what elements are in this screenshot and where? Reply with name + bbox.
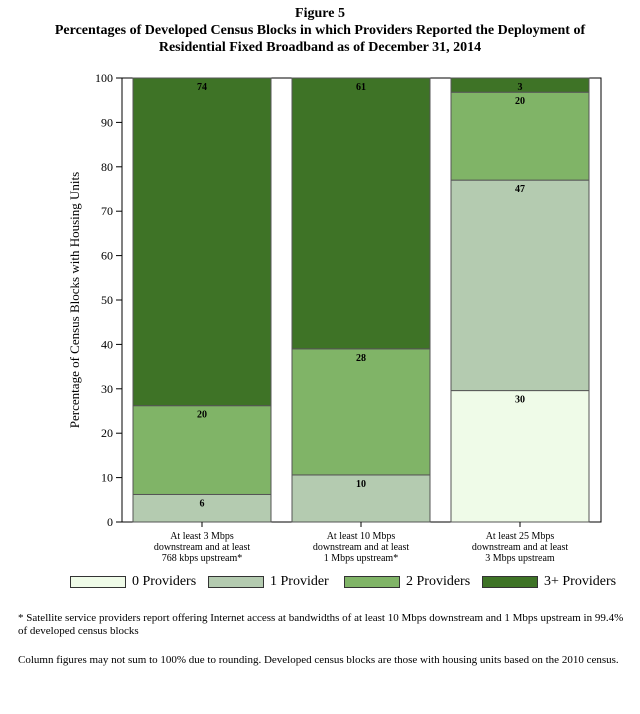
y-tick-label-40: 40 [101, 337, 113, 351]
x-tick-label-cat0-line1: downstream and at least [154, 542, 251, 553]
x-tick-label-cat2-line2: 3 Mbps upstream [485, 553, 555, 564]
x-tick-label-cat1-line1: downstream and at least [313, 542, 410, 553]
legend-swatch-0-providers [70, 576, 126, 588]
legend-label-1-provider: 1 Provider [270, 574, 329, 589]
legend-label-0-providers: 0 Providers [132, 574, 197, 589]
bar-segment-1-provider-cat1 [291, 474, 431, 523]
legend-swatch-3plus-providers [482, 576, 538, 588]
bar-segment-3-providers-cat2 [450, 77, 590, 93]
data-label-cat1-s2: 28 [356, 353, 366, 364]
data-label-cat1-s1: 10 [356, 479, 366, 490]
footnote-rounding: Column figures may not sum to 100% due t… [18, 654, 619, 666]
legend-item-2-providers: 2 Providers [344, 574, 470, 590]
y-tick-label-10: 10 [101, 471, 113, 485]
y-tick-label-80: 80 [101, 160, 113, 174]
x-tick-label-cat0-line0: At least 3 Mbps [170, 531, 234, 542]
legend-label-2-providers: 2 Providers [406, 574, 471, 589]
data-label-cat2-s0: 30 [515, 395, 525, 406]
x-tick-label-cat0-line2: 768 kbps upstream* [162, 553, 243, 564]
bar-segment-2-providers-cat2 [450, 91, 590, 181]
legend-swatch-2-providers [344, 576, 400, 588]
y-tick-label-20: 20 [101, 426, 113, 440]
legend-item-0-providers: 0 Providers [70, 574, 196, 590]
bar-segment-0-providers-cat2 [450, 390, 590, 523]
y-tick-label-100: 100 [95, 71, 113, 85]
data-label-cat2-s1: 47 [515, 184, 525, 195]
stacked-bar-chart: 0 10 20 30 40 50 60 70 80 90 100 Percentage of Cens… [67, 71, 602, 564]
x-tick-label-cat1-line2: 1 Mbps upstream* [324, 553, 398, 564]
data-label-cat1-s3: 61 [356, 82, 366, 93]
x-tick-label-cat2-line0: At least 25 Mbps [486, 531, 555, 542]
footnote-satellite: * Satellite service providers report off… [18, 612, 624, 637]
x-tick-label-cat1-line0: At least 10 Mbps [327, 531, 396, 542]
legend-label-3plus-providers: 3+ Providers [544, 574, 617, 589]
bar-segment-2-providers-cat1 [291, 348, 431, 476]
bar-segment-2-providers-cat0 [132, 405, 272, 495]
x-tick-label-cat2-line1: downstream and at least [472, 542, 569, 553]
data-label-cat0-s3: 74 [197, 82, 207, 93]
y-tick-label-90: 90 [101, 115, 113, 129]
legend: 0 Providers 1 Provider 2 Providers 3+ Pr… [70, 574, 630, 592]
data-label-cat0-s2: 20 [197, 410, 207, 421]
figure-label: Figure 5 [295, 6, 345, 21]
data-label-cat2-s3: 3 [518, 82, 523, 93]
y-axis-label: Percentage of Census Blocks with Housing… [67, 172, 82, 428]
y-tick-label-0: 0 [107, 515, 113, 529]
y-tick-label-70: 70 [101, 204, 113, 218]
y-tick-label-50: 50 [101, 293, 113, 307]
legend-item-3plus-providers: 3+ Providers [482, 574, 616, 590]
bar-segment-1-provider-cat2 [450, 179, 590, 392]
legend-swatch-1-provider [208, 576, 264, 588]
y-tick-label-30: 30 [101, 382, 113, 396]
legend-item-1-provider: 1 Provider [208, 574, 329, 590]
chart-title: Percentages of Developed Census Blocks i… [54, 23, 586, 55]
data-label-cat0-s1: 6 [200, 498, 205, 509]
bar-segment-3-providers-cat1 [291, 77, 431, 350]
y-tick-label-60: 60 [101, 249, 113, 263]
data-label-cat2-s2: 20 [515, 96, 525, 107]
bar-segment-3-providers-cat0 [132, 77, 272, 407]
